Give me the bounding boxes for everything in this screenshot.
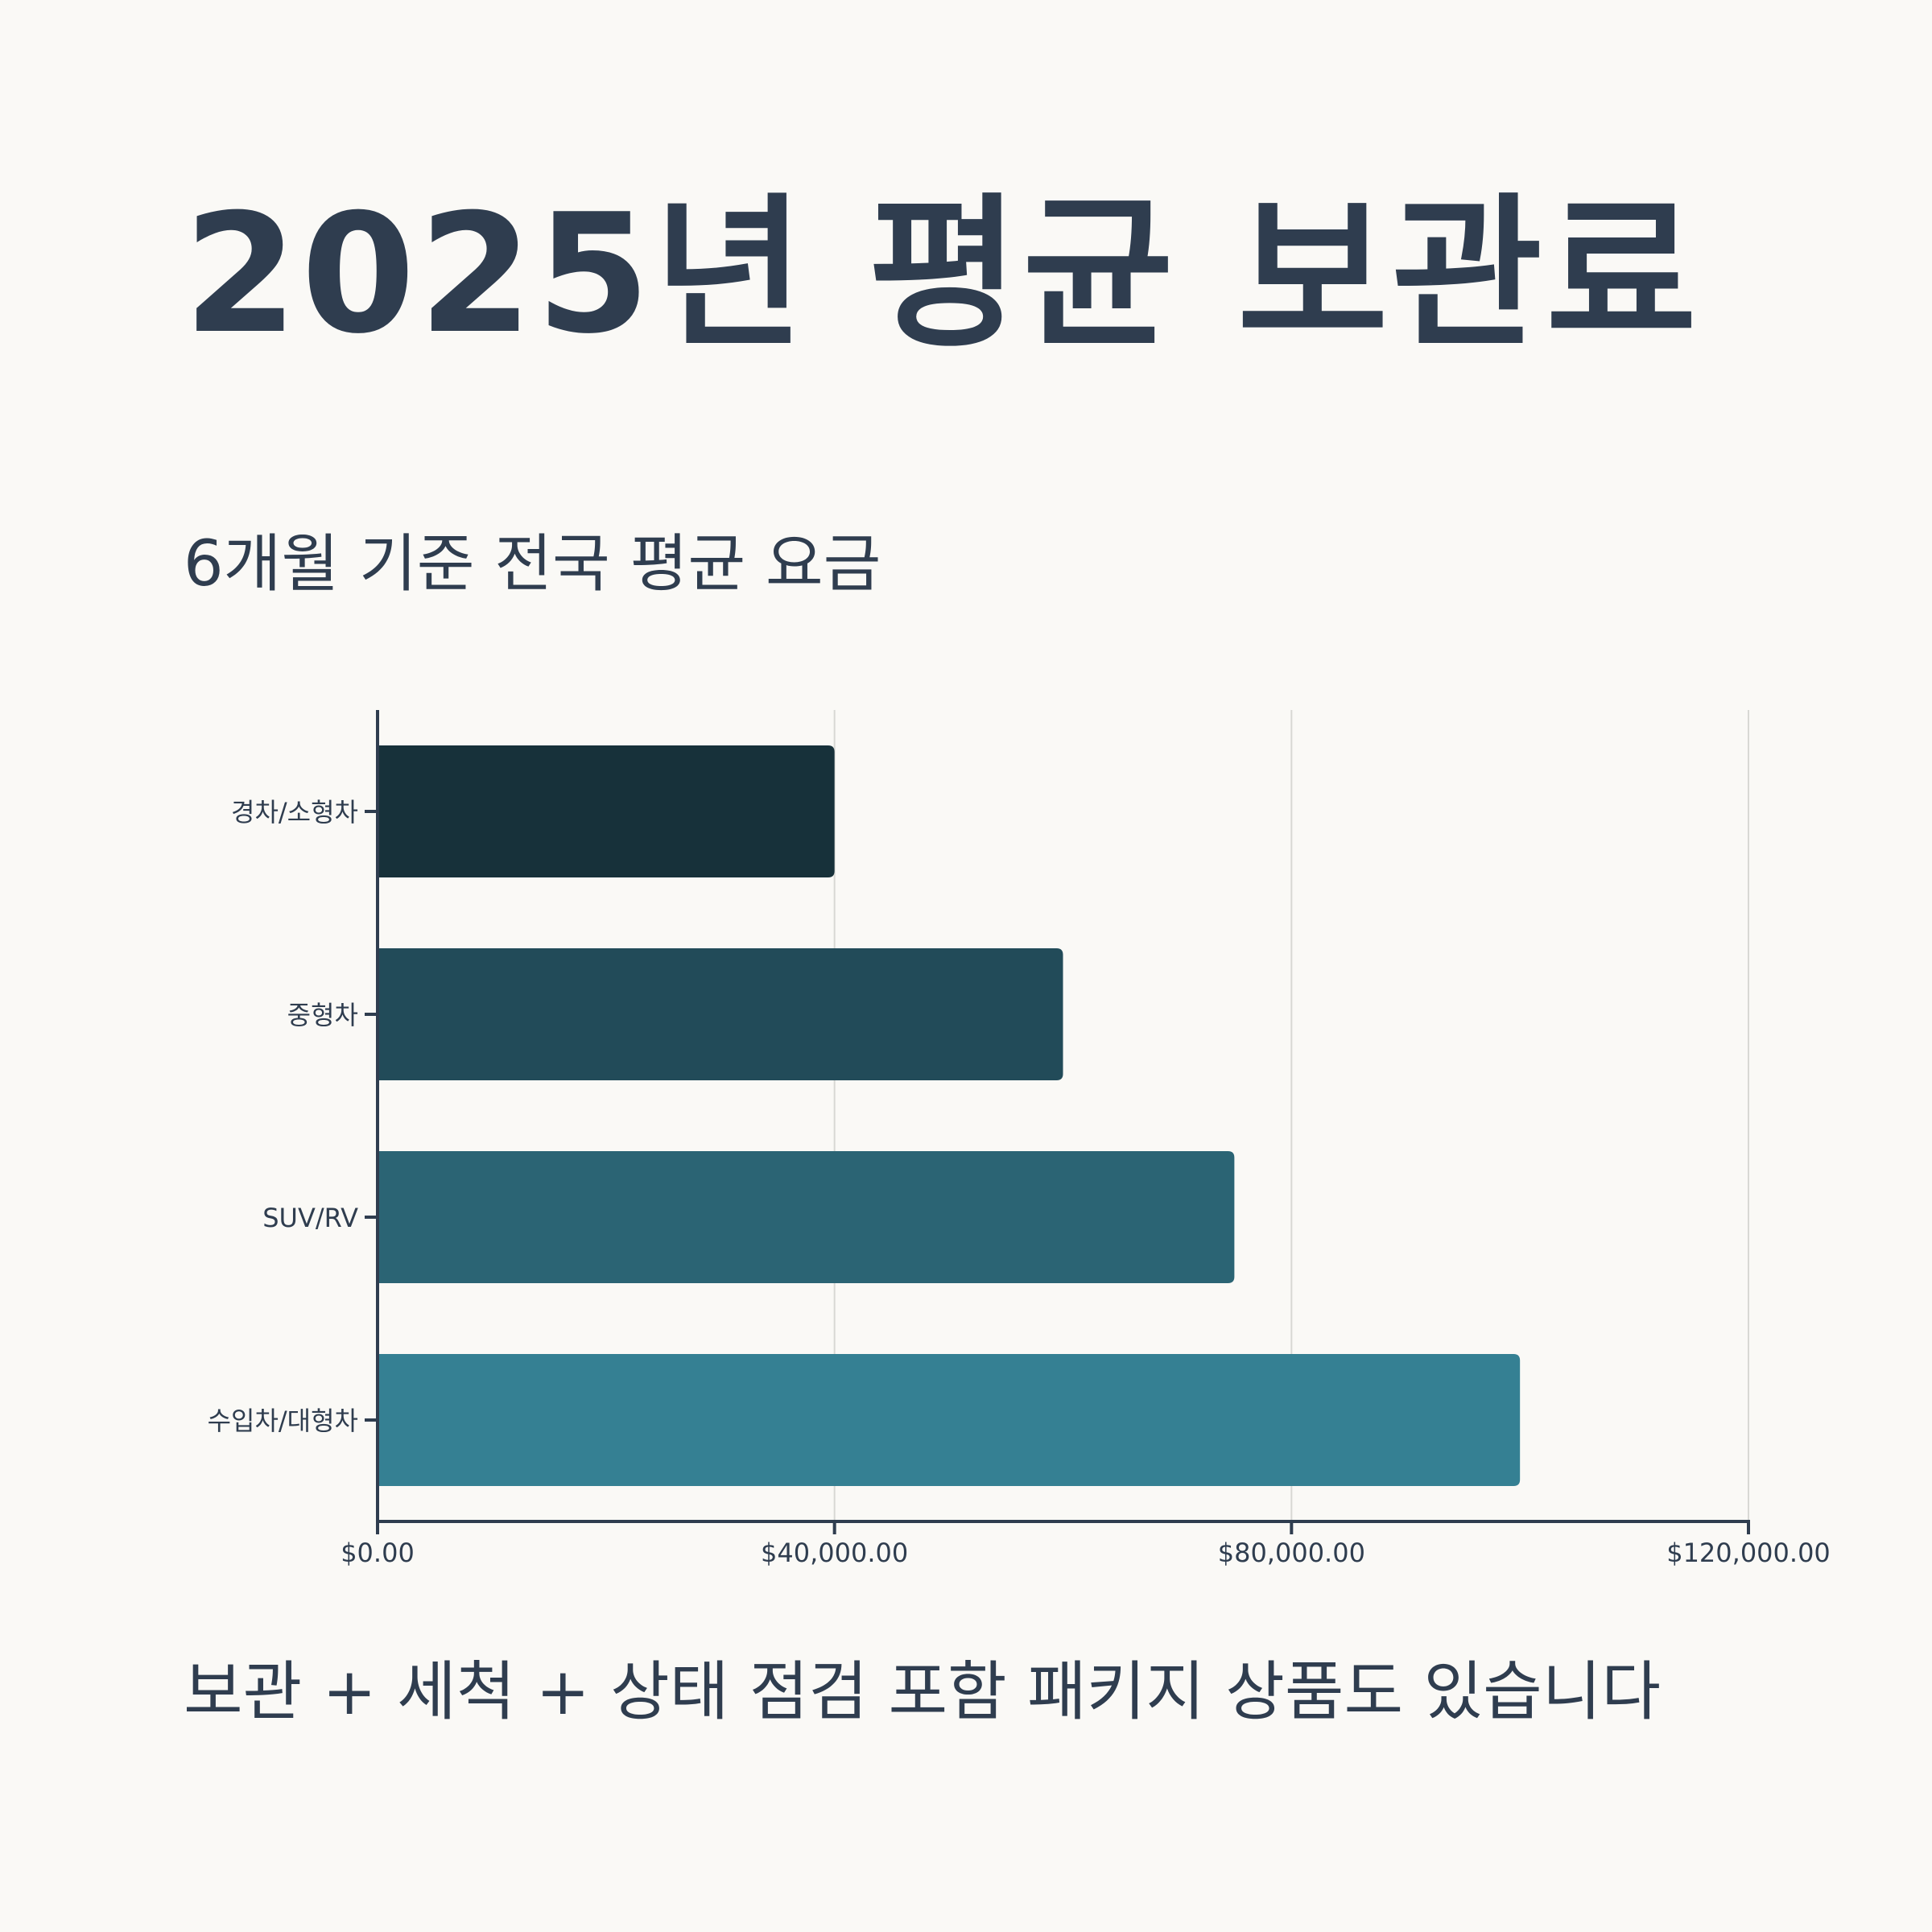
bar-0 bbox=[378, 745, 835, 877]
category-label-1: 중형차 bbox=[287, 1000, 358, 1030]
x-tick-label-2: $80,000.00 bbox=[1218, 1538, 1365, 1568]
category-label-3: 수입차/대형차 bbox=[208, 1406, 358, 1436]
x-tick-label-1: $40,000.00 bbox=[761, 1538, 908, 1568]
x-tick-label-3: $120,000.00 bbox=[1666, 1538, 1831, 1568]
x-tick-label-0: $0.00 bbox=[341, 1538, 415, 1568]
bar-2 bbox=[378, 1151, 1235, 1283]
chart-subtitle: 6개월 기준 전국 평균 요금 bbox=[184, 528, 881, 601]
footer-note: 보관 + 세척 + 상태 점검 포함 패키지 상품도 있습니다 bbox=[184, 1654, 1661, 1729]
bar-3 bbox=[378, 1354, 1521, 1486]
category-label-2: SUV/RV bbox=[262, 1203, 358, 1233]
bars bbox=[378, 745, 1521, 1486]
bar-1 bbox=[378, 948, 1063, 1080]
chart-title: 2025년 평균 보관료 bbox=[184, 180, 1700, 370]
category-label-0: 경차/소형차 bbox=[231, 797, 358, 828]
